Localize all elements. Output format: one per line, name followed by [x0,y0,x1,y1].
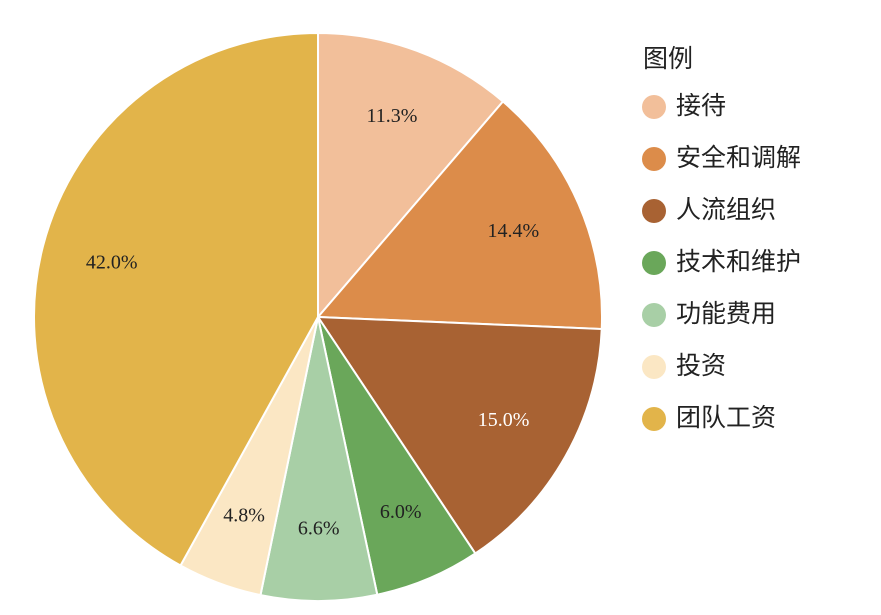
data-label: 15.0% [478,409,530,431]
pie-slice [259,316,379,602]
legend-label: 投资 [676,351,726,380]
data-label: 42.0% [86,251,138,273]
legend-label: 技术和维护 [676,247,801,276]
legend-swatch [642,147,666,171]
data-label: 11.3% [367,105,418,127]
legend-label: 人流组织 [676,195,776,224]
legend-label: 团队工资 [676,403,776,432]
legend-swatch [642,407,666,431]
legend-swatch [642,199,666,223]
legend-swatch [642,303,666,327]
legend-label: 接待 [676,91,726,120]
data-label: 6.0% [380,501,422,523]
legend-label: 安全和调解 [676,143,801,172]
pie-slice [317,31,505,320]
pie-slice [315,100,603,331]
data-label: 4.8% [223,504,265,526]
legend-title: 图例 [643,44,693,73]
pie-slice [316,315,603,555]
legend-swatch [642,95,666,119]
legend-swatch [642,355,666,379]
pie-slice [33,31,319,567]
legend-label: 功能费用 [676,299,776,328]
legend-swatch [642,251,666,275]
data-label: 14.4% [488,220,540,242]
data-label: 6.6% [298,518,340,540]
pie: 11.3% 14.4% 15.0% 6.0% 6.6% 4.8% 42.0% [33,31,603,602]
